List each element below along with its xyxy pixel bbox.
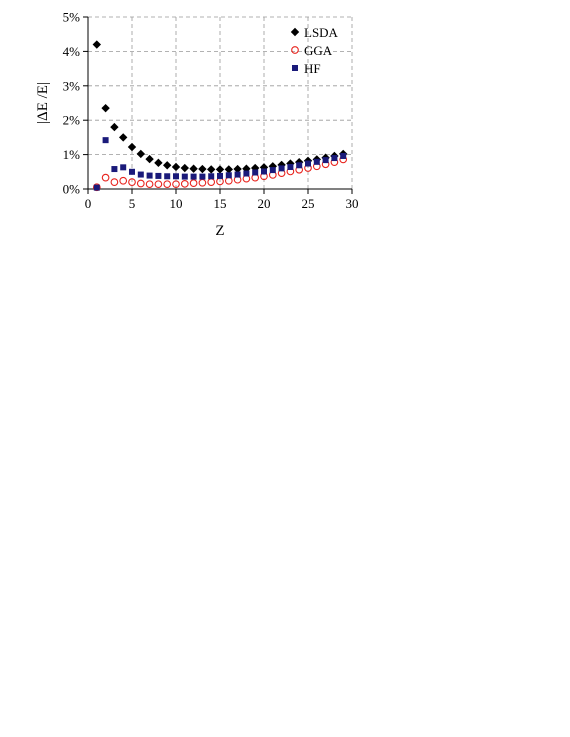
gga-point — [180, 179, 189, 188]
legend-label-hf: HF — [304, 61, 321, 76]
x-tick-labels: 0 5 10 15 20 25 30 — [85, 196, 359, 211]
gridlines — [88, 16, 353, 189]
hf-point — [225, 172, 232, 179]
x-tick-label: 5 — [129, 196, 136, 211]
hf-point — [261, 168, 267, 175]
hf-point — [287, 163, 294, 170]
hf-point — [305, 160, 311, 167]
hf-point — [173, 173, 179, 180]
legend-item-hf: HF — [292, 61, 321, 76]
y-tick-label: 0% — [63, 182, 81, 197]
hf-point — [102, 137, 109, 144]
lsda-point — [145, 154, 154, 164]
gga-point — [101, 173, 110, 182]
hf-point — [93, 184, 100, 191]
lsda-point — [110, 122, 119, 132]
lsda-point — [180, 163, 189, 173]
series-hf — [93, 137, 347, 191]
gga-point — [119, 176, 128, 185]
gga-point — [207, 178, 216, 186]
y-tick-label: 2% — [63, 113, 81, 128]
gga-point — [224, 176, 233, 185]
lsda-point — [207, 165, 216, 174]
hf-point — [313, 158, 320, 165]
gga-point — [154, 180, 163, 189]
hf-point — [129, 168, 135, 175]
axes — [83, 16, 353, 194]
y-tick-label: 4% — [63, 44, 81, 59]
gga-point — [163, 180, 172, 189]
legend-marker-lsda — [290, 27, 300, 37]
y-tick-label: 1% — [63, 147, 81, 162]
lsda-point — [259, 163, 269, 172]
gga-point — [189, 179, 198, 188]
lsda-point — [198, 164, 207, 174]
gga-point — [136, 179, 145, 188]
hf-point — [234, 171, 241, 178]
hf-point — [111, 166, 118, 173]
x-tick-label: 10 — [170, 196, 183, 211]
lsda-point — [119, 133, 128, 142]
y-tick-label: 3% — [63, 78, 81, 93]
hf-point — [208, 173, 215, 180]
hf-point — [199, 173, 206, 180]
lsda-point — [154, 158, 163, 168]
lsda-point — [224, 165, 233, 174]
lsda-point — [92, 40, 101, 49]
x-tick-label: 15 — [214, 196, 227, 211]
legend-marker-gga — [291, 46, 299, 54]
lsda-point — [215, 165, 225, 174]
lsda-point — [171, 162, 181, 172]
x-tick-label: 25 — [302, 196, 315, 211]
lsda-point — [189, 164, 198, 173]
hf-point — [120, 164, 127, 171]
y-tick-label: 5% — [63, 10, 81, 25]
y-tick-labels: 0% 1% 2% 3% 4% 5% — [63, 10, 81, 197]
hf-point — [181, 173, 188, 180]
legend-marker-hf — [292, 65, 298, 71]
y-axis-label: |ΔE /E| — [35, 82, 51, 124]
hf-point — [217, 172, 223, 179]
hf-point — [164, 173, 171, 180]
legend: LSDA GGA HF — [290, 25, 339, 76]
lsda-point — [233, 164, 242, 174]
x-tick-label: 0 — [85, 196, 92, 211]
data-marks — [92, 40, 348, 192]
hf-point — [296, 162, 303, 169]
gga-point — [128, 178, 136, 186]
legend-label-lsda: LSDA — [304, 25, 339, 40]
hf-point — [137, 171, 144, 178]
hf-point — [331, 155, 338, 162]
hf-point — [146, 172, 153, 179]
gga-point — [145, 180, 154, 189]
legend-label-gga: GGA — [304, 43, 333, 58]
hf-point — [278, 165, 285, 172]
legend-item-lsda: LSDA — [290, 25, 339, 40]
hf-point — [322, 157, 329, 164]
hf-point — [269, 167, 276, 174]
legend-item-gga: GGA — [291, 43, 333, 58]
lsda-point — [101, 103, 110, 113]
hf-point — [340, 152, 347, 159]
hf-point — [190, 173, 197, 180]
lsda-point — [136, 149, 145, 159]
x-axis-label: Z — [215, 223, 224, 239]
x-tick-label: 30 — [346, 196, 359, 211]
hf-point — [252, 169, 259, 176]
hf-point — [243, 170, 250, 177]
lsda-point — [127, 142, 137, 152]
gga-point — [172, 180, 180, 189]
gga-point — [110, 178, 119, 186]
gga-point — [198, 178, 207, 187]
x-tick-label: 20 — [258, 196, 271, 211]
hf-point — [155, 172, 162, 179]
lsda-point — [163, 161, 172, 170]
